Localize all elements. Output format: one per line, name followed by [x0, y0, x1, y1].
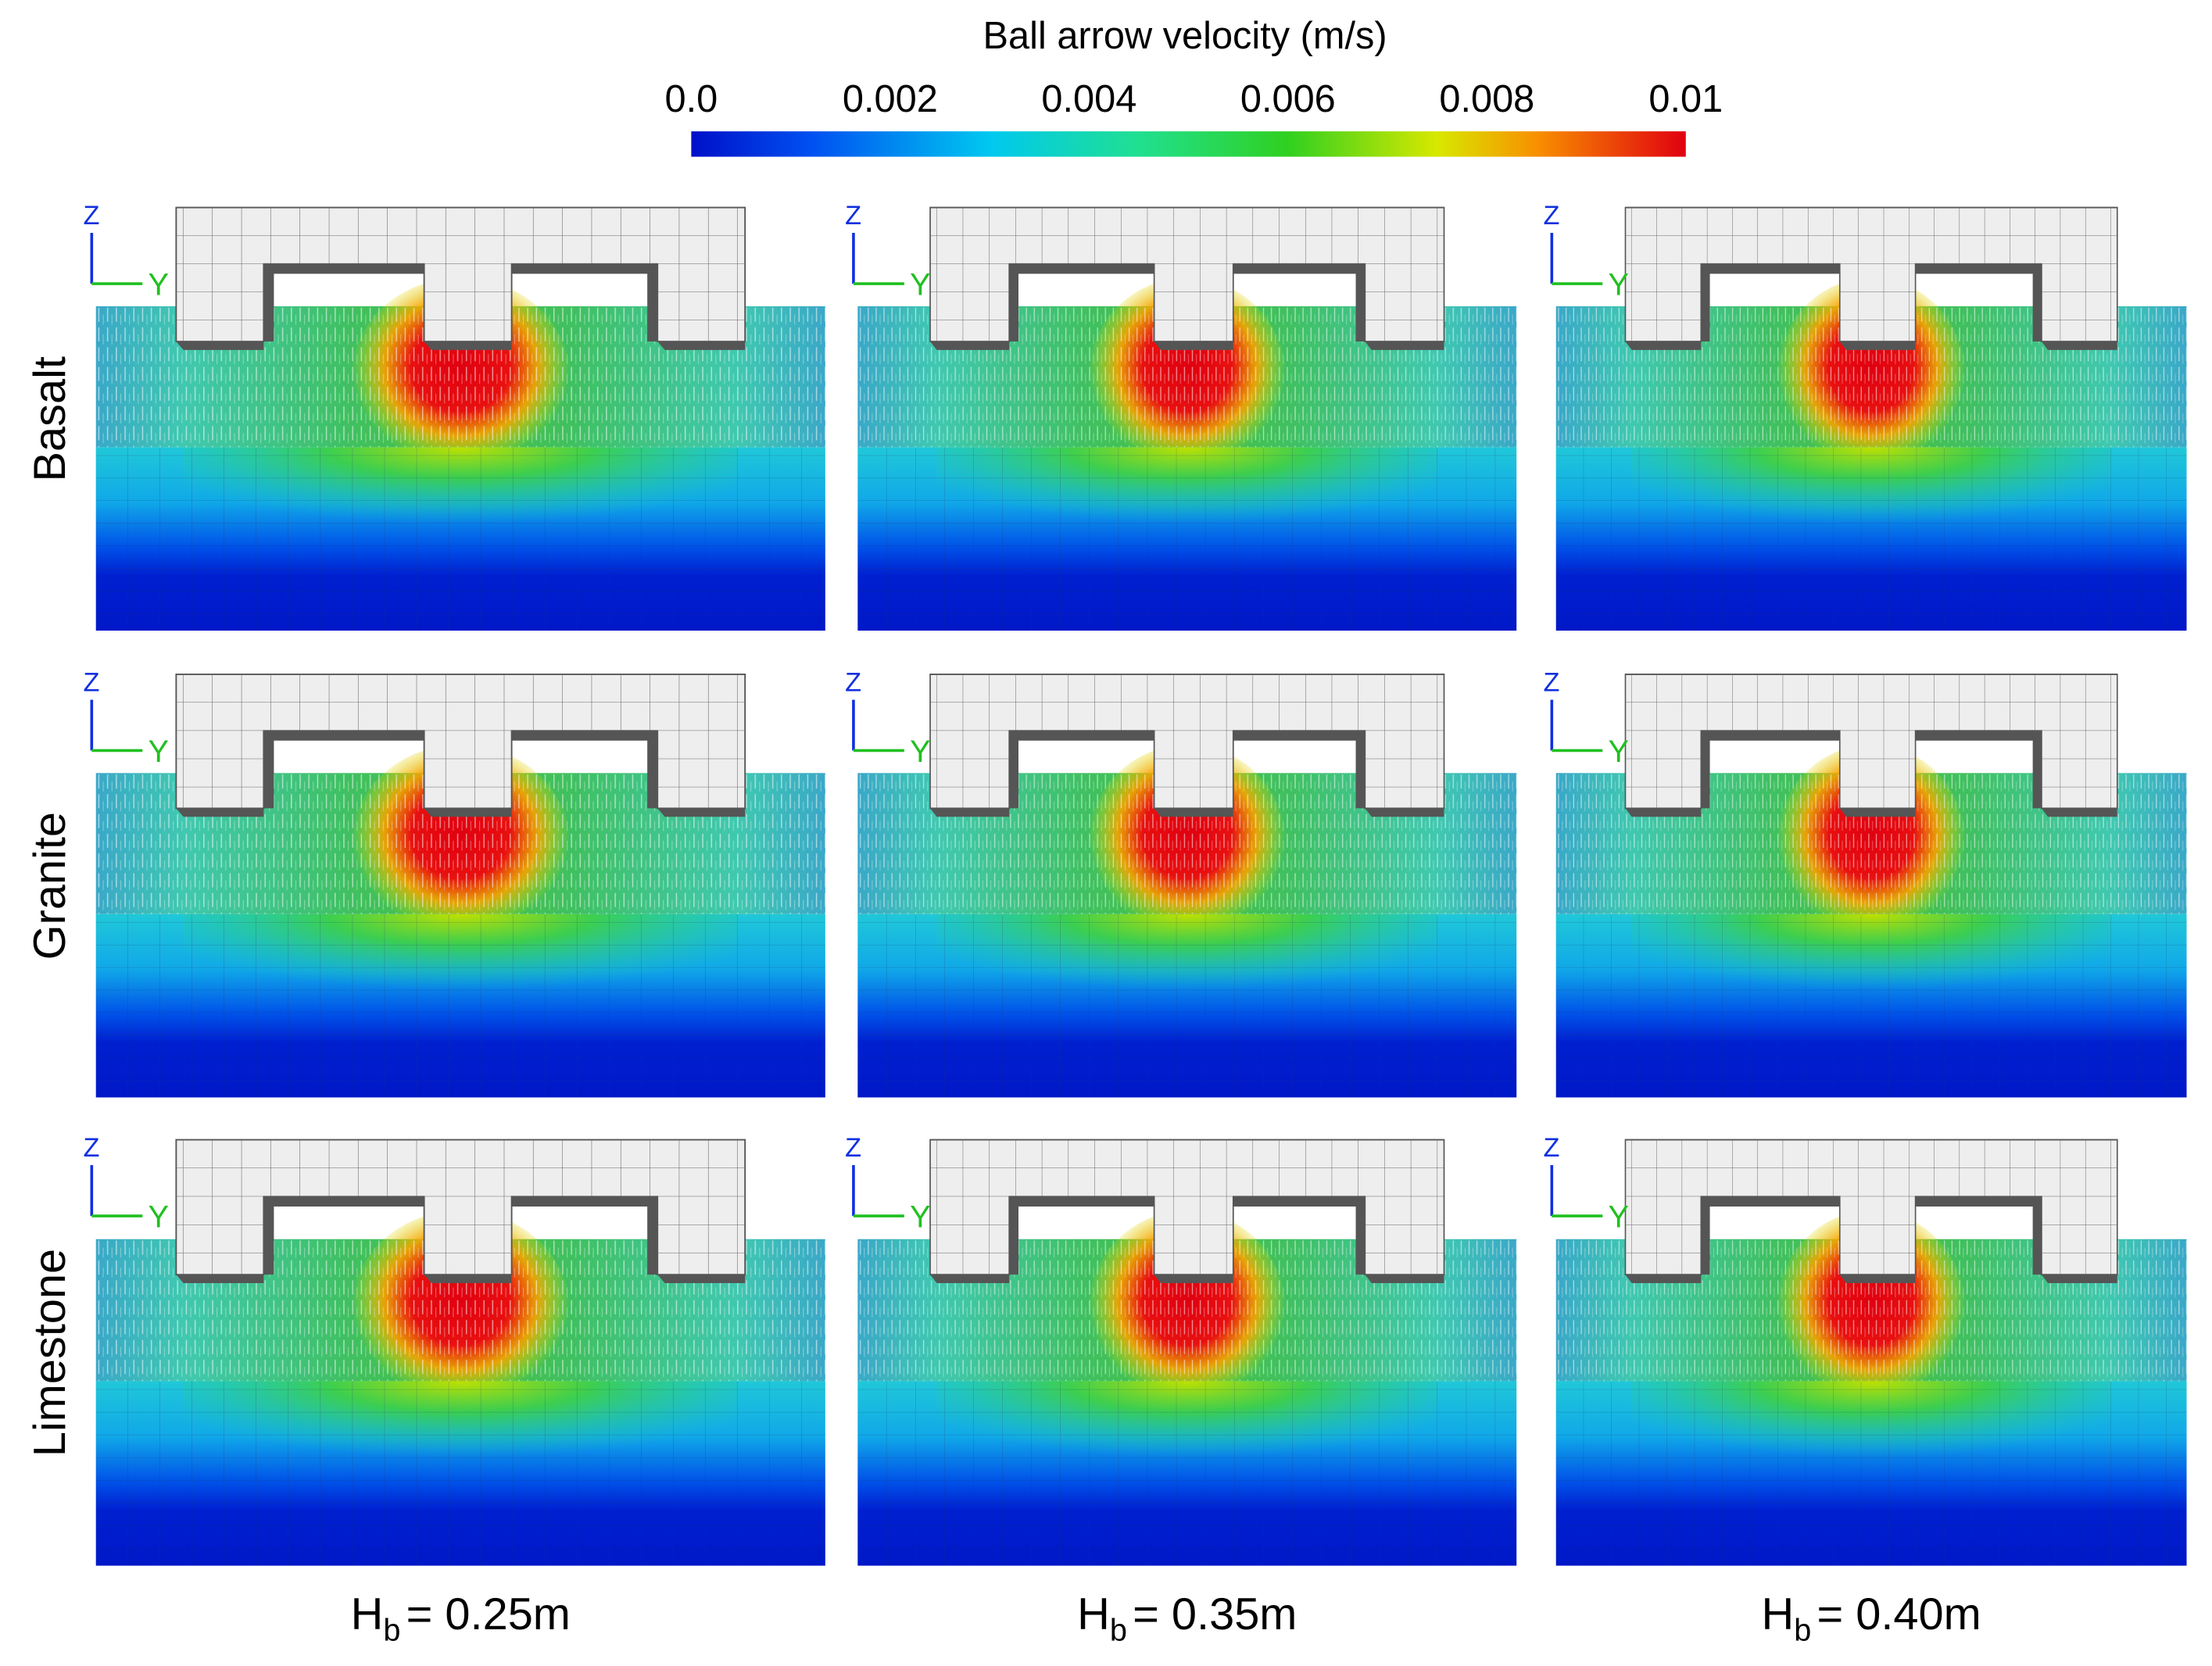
- colorbar: [691, 131, 1686, 157]
- column-value: = 0.40m: [1816, 1589, 1981, 1639]
- simulation-panel: [857, 206, 1518, 631]
- column-symbol: H: [351, 1589, 384, 1639]
- column-label: Hb = 0.40m: [1761, 1589, 1981, 1647]
- colorbar-tick-label: 0.01: [1648, 78, 1723, 120]
- axis-label-y: Y: [1609, 267, 1629, 302]
- colorbar-tick-label: 0.004: [1041, 78, 1136, 120]
- simulation-panel: [95, 206, 826, 631]
- colorbar-tick-label: 0.008: [1439, 78, 1534, 120]
- axis-label-z: Z: [845, 668, 861, 698]
- axis-label-z: Z: [83, 1133, 99, 1163]
- axis-label-y: Y: [1609, 735, 1629, 769]
- colorbar-tick-label: 0.006: [1240, 78, 1336, 120]
- simulation-panel: [95, 1139, 826, 1567]
- axis-label-y: Y: [1609, 1199, 1629, 1234]
- simulation-panel: [1555, 1139, 2188, 1567]
- simulation-panel: [857, 1139, 1518, 1567]
- axis-label-y: Y: [910, 267, 930, 302]
- simulation-panel: [1555, 674, 2188, 1099]
- column-subscript: b: [1110, 1613, 1127, 1647]
- column-subscript: b: [383, 1613, 400, 1647]
- axis-label-y: Y: [149, 735, 169, 769]
- axis-label-y: Y: [910, 1199, 930, 1234]
- column-symbol: H: [1077, 1589, 1110, 1639]
- row-label: Limestone: [25, 1249, 75, 1457]
- simulation-panel: [857, 674, 1518, 1099]
- axis-label-z: Z: [1544, 1133, 1560, 1163]
- column-value: = 0.35m: [1133, 1589, 1297, 1639]
- axis-label-z: Z: [1544, 668, 1560, 698]
- axis-label-z: Z: [1544, 201, 1560, 231]
- colorbar-title: Ball arrow velocity (m/s): [983, 15, 1387, 57]
- column-subscript: b: [1794, 1613, 1811, 1647]
- column-value: = 0.25m: [406, 1589, 571, 1639]
- axis-label-y: Y: [910, 735, 930, 769]
- axis-label-z: Z: [845, 1133, 861, 1163]
- column-symbol: H: [1761, 1589, 1794, 1639]
- column-label: Hb = 0.35m: [1077, 1589, 1297, 1647]
- axis-label-z: Z: [845, 201, 861, 231]
- colorbar-tick-label: 0.002: [843, 78, 938, 120]
- axis-label-z: Z: [83, 668, 99, 698]
- axis-label-z: Z: [83, 201, 99, 231]
- axis-label-y: Y: [149, 267, 169, 302]
- colorbar-tick-label: 0.0: [665, 78, 718, 120]
- row-label: Basalt: [25, 356, 75, 482]
- axis-label-y: Y: [149, 1199, 169, 1234]
- row-label: Granite: [25, 812, 75, 960]
- simulation-panel: [95, 674, 826, 1099]
- column-label: Hb = 0.25m: [351, 1589, 571, 1647]
- simulation-panel: [1555, 206, 2188, 631]
